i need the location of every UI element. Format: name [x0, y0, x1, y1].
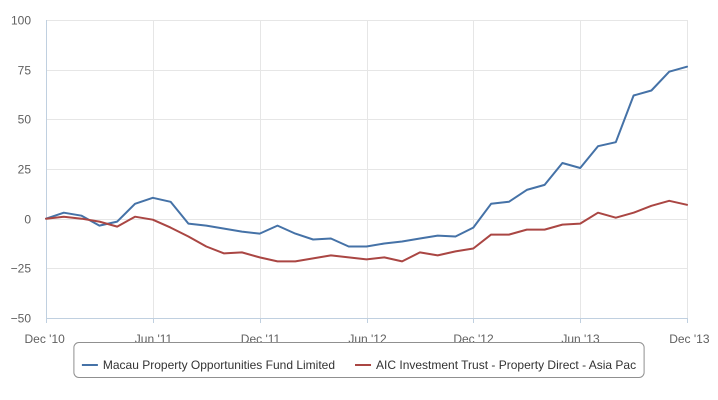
y-tick-label: 100	[11, 14, 31, 28]
y-tick-label: 50	[18, 113, 32, 127]
legend-label: AIC Investment Trust - Property Direct -…	[376, 358, 636, 372]
series-line-2[interactable]	[45, 199, 688, 263]
y-tick-label: 75	[18, 64, 32, 78]
series-line-1[interactable]	[45, 65, 688, 248]
legend-box	[73, 342, 645, 378]
y-tick-label: 0	[24, 213, 31, 227]
y-tick-label: 25	[18, 163, 32, 177]
legend-label: Macau Property Opportunities Fund Limite…	[103, 358, 335, 372]
grid	[46, 20, 688, 319]
legend[interactable]: Macau Property Opportunities Fund Limite…	[73, 342, 645, 378]
x-tick-label: Dec '13	[669, 332, 710, 346]
series-lines	[45, 65, 688, 263]
y-tick-label: −50	[11, 312, 32, 326]
legend-item-1[interactable]: Macau Property Opportunities Fund Limite…	[81, 358, 335, 372]
legend-item-2[interactable]: AIC Investment Trust - Property Direct -…	[355, 358, 636, 372]
x-tick-label: Dec '10	[25, 332, 66, 346]
y-tick-label: −25	[11, 262, 32, 276]
